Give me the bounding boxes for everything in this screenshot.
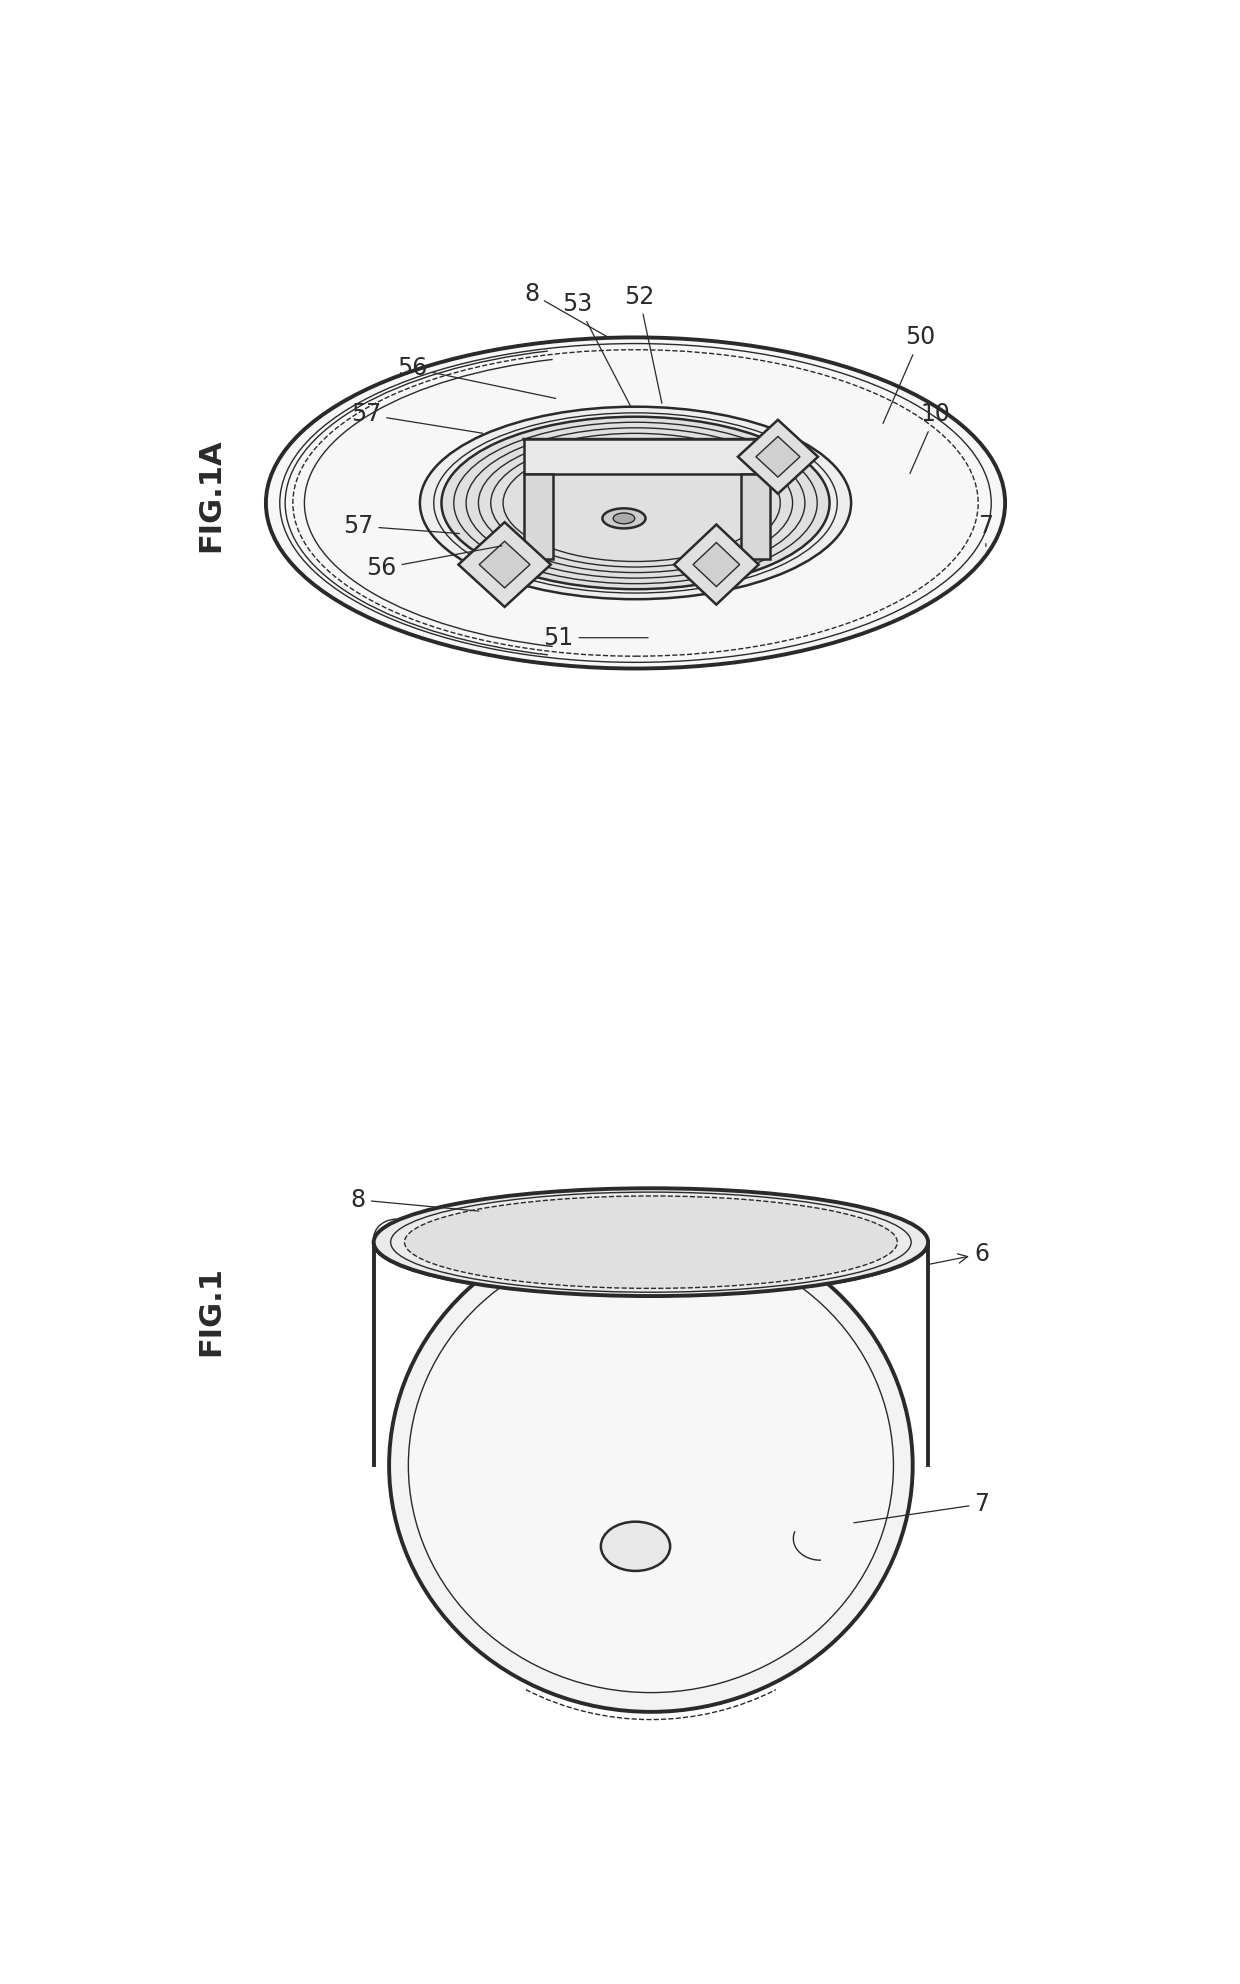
Text: 57: 57 (351, 403, 482, 433)
Text: 57: 57 (343, 514, 460, 538)
Text: 52: 52 (624, 284, 662, 403)
Text: 53: 53 (563, 292, 630, 407)
Ellipse shape (441, 417, 830, 589)
Ellipse shape (613, 514, 635, 524)
Polygon shape (675, 524, 759, 605)
Text: 56: 56 (397, 357, 556, 399)
Ellipse shape (389, 1218, 913, 1712)
Ellipse shape (265, 337, 1006, 669)
Text: 56: 56 (366, 546, 502, 581)
Polygon shape (523, 474, 553, 559)
Ellipse shape (601, 1522, 670, 1571)
Polygon shape (738, 421, 818, 494)
Text: 8: 8 (351, 1188, 479, 1212)
Text: 7: 7 (854, 1492, 990, 1524)
Text: 7: 7 (978, 514, 993, 546)
Text: 50: 50 (883, 325, 935, 423)
Text: 51: 51 (543, 625, 649, 649)
Ellipse shape (404, 1196, 898, 1288)
Text: 10: 10 (910, 403, 951, 474)
Polygon shape (693, 542, 739, 587)
Text: FIG.1A: FIG.1A (196, 438, 224, 552)
Polygon shape (523, 438, 780, 460)
Text: 8: 8 (525, 282, 610, 339)
Polygon shape (459, 522, 551, 607)
Text: FIG.1: FIG.1 (196, 1266, 224, 1357)
Text: 6: 6 (928, 1242, 990, 1266)
Ellipse shape (420, 407, 851, 599)
Ellipse shape (603, 508, 646, 528)
Polygon shape (523, 438, 770, 474)
Polygon shape (479, 542, 529, 587)
Polygon shape (756, 436, 800, 476)
Ellipse shape (408, 1238, 894, 1692)
Polygon shape (742, 474, 770, 559)
Ellipse shape (373, 1188, 928, 1296)
